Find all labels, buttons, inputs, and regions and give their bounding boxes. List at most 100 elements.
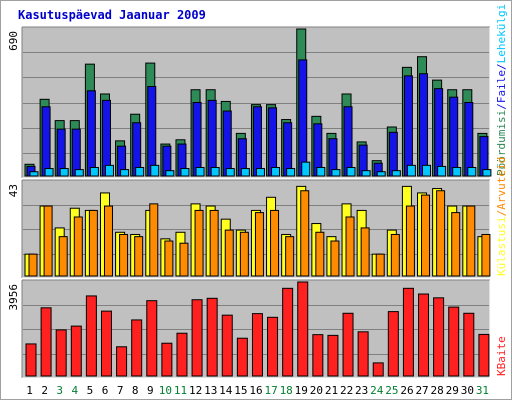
bar-kbytes-day-17 [267,316,279,377]
bar-sites-day-1 [28,253,38,277]
x-tick-label: 13 [204,384,217,397]
hits-panel-legend-entry: Lehekülgi [495,4,508,64]
bar-sites-day-27 [421,194,431,277]
bar-sites-day-10 [164,240,174,277]
bar-sites-day-21 [330,240,340,277]
bar-files-day-19 [298,59,308,177]
bar-sites-day-18 [285,236,295,277]
bar-pages-day-10 [165,170,175,177]
bar-pages-day-16 [255,168,265,177]
bar-files-day-14 [222,110,232,177]
bar-kbytes-day-14 [221,314,233,377]
bar-files-day-12 [192,102,202,177]
bar-kbytes-day-9 [146,300,158,377]
x-tick-label: 20 [310,384,323,397]
x-tick-label: 16 [249,384,262,397]
bar-pages-day-2 [44,168,54,177]
bar-kbytes-day-13 [206,297,218,377]
x-tick-label: 1 [26,384,33,397]
outer-frame-inner [1,1,511,399]
x-tick-label: 2 [41,384,48,397]
x-tick-label: 21 [325,384,338,397]
bar-sites-day-11 [179,242,189,277]
x-tick-label: 31 [476,384,489,397]
bar-sites-day-20 [315,231,325,277]
bar-pages-day-15 [240,168,250,177]
bar-kbytes-day-22 [342,312,354,377]
kbytes-panel-ymax-label: 3956 [7,284,20,311]
visits-panel-legend-entry: Arvuteid [495,157,508,210]
bar-sites-day-24 [375,253,385,277]
x-tick-label: 25 [385,384,398,397]
bar-pages-day-25 [391,170,401,177]
bar-kbytes-day-20 [312,334,324,377]
bar-files-day-4 [71,128,81,177]
bar-files-day-28 [434,88,444,177]
bar-pages-day-11 [180,168,190,177]
bar-pages-day-24 [376,171,386,177]
bar-kbytes-day-6 [100,310,112,377]
bar-files-day-22 [343,106,353,177]
bar-kbytes-day-3 [55,329,67,377]
visits-panel-ymax-label: 43 [7,184,20,197]
x-tick-label: 7 [117,384,124,397]
x-tick-label: 4 [72,384,79,397]
x-tick-label: 24 [370,384,384,397]
bar-pages-day-12 [195,166,205,177]
bar-kbytes-day-5 [85,295,97,377]
bar-pages-day-4 [74,169,84,177]
bar-kbytes-day-11 [176,332,188,377]
bar-files-day-29 [449,96,459,177]
visits-panel-legend-entry: / [495,210,508,217]
bar-kbytes-day-4 [70,325,82,377]
bar-kbytes-day-8 [131,319,143,377]
x-tick-label: 18 [280,384,293,397]
bar-files-day-25 [388,131,398,177]
bar-sites-day-29 [451,212,461,277]
bar-pages-day-27 [422,164,432,177]
visits-panel-legend-entry: Külastusi [495,216,508,276]
bar-files-day-5 [86,90,96,177]
bar-pages-day-13 [210,166,220,177]
hits-panel-legend-entry: / [495,63,508,70]
bar-kbytes-day-27 [418,293,430,377]
hits-panel-ymax-label: 690 [7,31,20,51]
bar-sites-day-9 [149,203,159,277]
bar-sites-day-25 [390,233,400,277]
kbytes-panel-legend: KBaite [495,336,508,376]
bar-pages-day-5 [89,166,99,177]
bar-pages-day-31 [482,169,492,177]
bar-sites-day-14 [224,229,234,277]
bar-files-day-17 [268,107,278,177]
x-tick-label: 29 [446,384,459,397]
x-tick-label: 6 [102,384,109,397]
bar-pages-day-29 [452,166,462,177]
bar-files-day-13 [207,99,217,177]
bar-sites-day-31 [481,233,491,277]
bar-kbytes-day-2 [40,307,52,377]
bar-files-day-16 [252,106,262,177]
bar-pages-day-26 [406,164,416,177]
bar-pages-day-14 [225,168,235,177]
bar-pages-day-1 [29,171,39,177]
bar-sites-day-12 [194,209,204,277]
x-tick-label: 17 [264,384,277,397]
bar-files-day-6 [101,99,111,177]
visits-panel-legend: Külastusi/Arvuteid [495,157,508,276]
x-tick-label: 8 [132,384,139,397]
bar-sites-day-22 [345,216,355,277]
hits-panel-legend-entry: / [495,103,508,110]
bar-kbytes-day-26 [402,287,414,377]
bar-pages-day-8 [135,166,145,177]
bar-kbytes-day-18 [282,287,294,377]
x-tick-label: 9 [147,384,154,397]
bar-kbytes-day-25 [387,311,399,377]
bar-pages-day-28 [437,165,447,177]
bar-sites-day-8 [134,236,144,277]
bar-kbytes-day-15 [236,337,248,377]
x-tick-label: 28 [431,384,444,397]
bar-sites-day-28 [436,190,446,277]
bar-pages-day-30 [467,166,477,177]
